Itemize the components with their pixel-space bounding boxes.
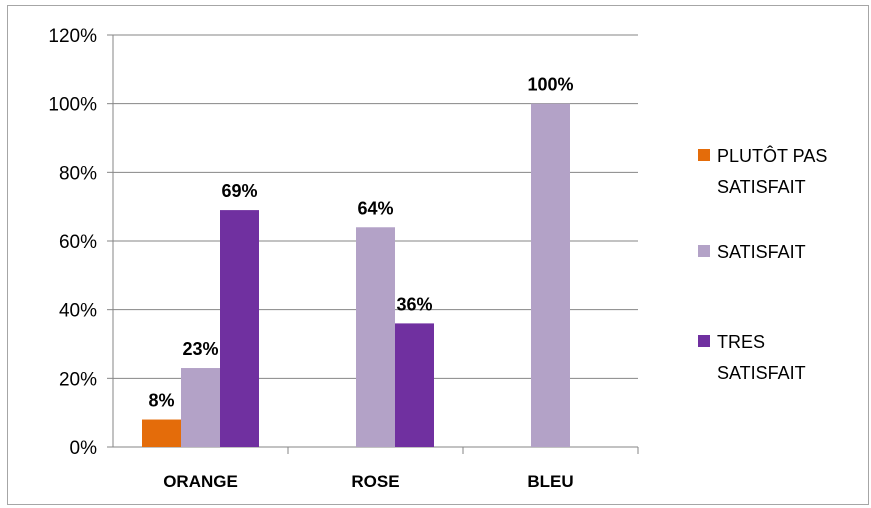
legend-label: PLUTÔT PAS	[717, 145, 827, 166]
legend-swatch-1	[698, 245, 710, 257]
y-tick-label: 0%	[70, 438, 98, 459]
y-tick-label: 120%	[48, 26, 97, 47]
bar-orange-0	[142, 419, 181, 447]
legend-label: SATISFAIT	[717, 242, 806, 262]
x-category-label: BLEU	[527, 472, 573, 491]
x-category-label: ROSE	[351, 472, 399, 491]
legend-label: SATISFAIT	[717, 177, 806, 197]
data-label: 36%	[396, 294, 432, 314]
data-label: 8%	[148, 391, 174, 411]
data-label: 69%	[221, 181, 257, 201]
legend-label: SATISFAIT	[717, 363, 806, 383]
legend-label: TRES	[717, 332, 765, 352]
bar-rose-2	[395, 323, 434, 447]
legend-swatch-2	[698, 335, 710, 347]
bar-rose-1	[356, 227, 395, 447]
data-label: 23%	[182, 339, 218, 359]
y-tick-label: 100%	[48, 95, 97, 116]
bar-orange-2	[220, 210, 259, 447]
y-tick-label: 60%	[59, 232, 97, 253]
legend-swatch-0	[698, 149, 710, 161]
y-tick-label: 80%	[59, 163, 97, 184]
bar-orange-1	[181, 368, 220, 447]
y-tick-label: 40%	[59, 301, 97, 322]
y-tick-label: 20%	[59, 369, 97, 390]
data-label: 64%	[357, 198, 393, 218]
bar-bleu-1	[531, 103, 570, 448]
data-label: 100%	[527, 75, 573, 95]
x-category-label: ORANGE	[163, 472, 238, 491]
